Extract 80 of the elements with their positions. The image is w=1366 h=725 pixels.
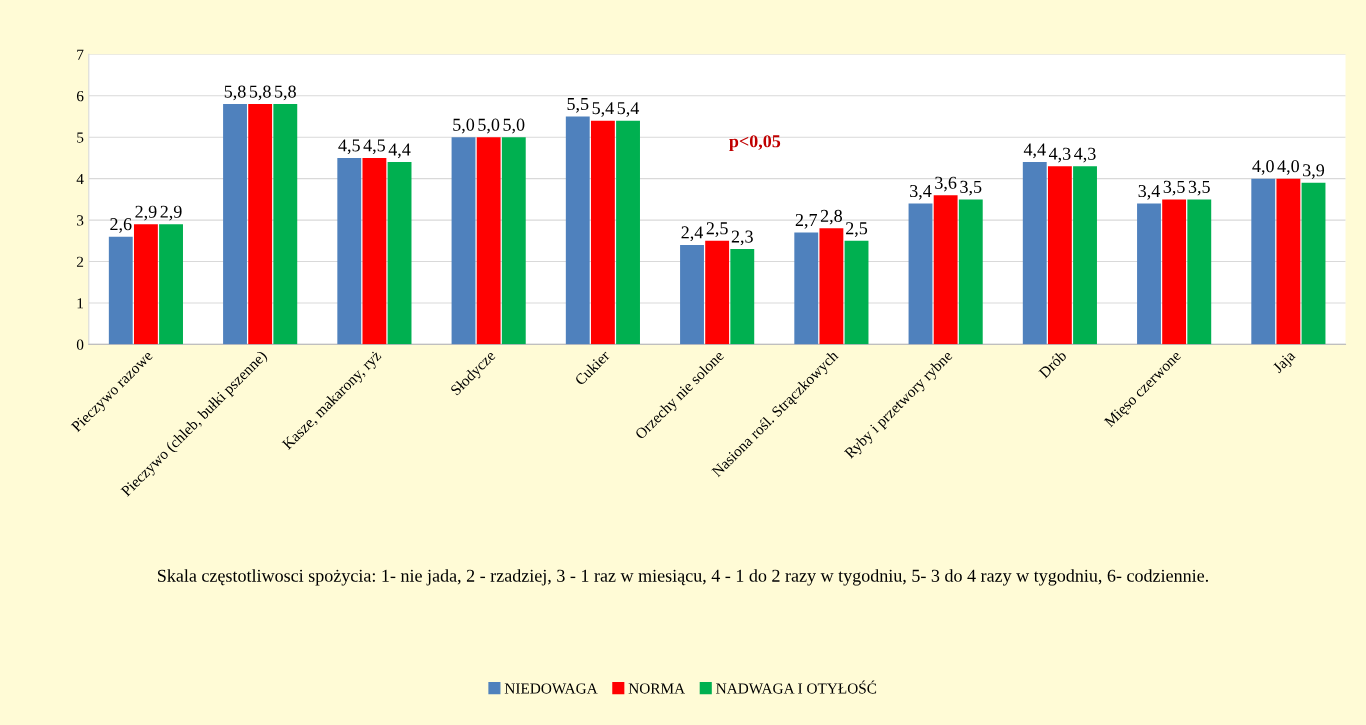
data-label: 2,7 <box>795 213 818 229</box>
y-tick-label: 3 <box>77 215 84 226</box>
data-label: 4,5 <box>338 139 360 155</box>
data-label: 4,0 <box>1277 160 1299 175</box>
data-label: 5,4 <box>592 102 614 117</box>
bar <box>1276 178 1301 345</box>
bar <box>337 157 362 345</box>
bar <box>1022 162 1047 345</box>
data-label: 5,4 <box>617 102 640 117</box>
bar <box>819 228 844 345</box>
data-label: 4,3 <box>1048 147 1071 163</box>
data-label: 5,8 <box>224 85 246 101</box>
data-label: 5,0 <box>503 118 525 134</box>
bar <box>1073 166 1097 345</box>
data-label: 5,5 <box>567 98 589 113</box>
bar <box>273 104 298 345</box>
bar <box>680 244 704 345</box>
y-tick-label: 2 <box>76 256 84 267</box>
bar <box>1251 178 1276 345</box>
bar <box>705 240 730 345</box>
bar <box>794 232 819 345</box>
data-label: 3,9 <box>1303 164 1325 179</box>
legend-label: NORMA <box>628 683 685 694</box>
bar <box>844 240 869 345</box>
data-label: 5,8 <box>249 85 271 101</box>
data-label: 3,5 <box>1188 180 1210 196</box>
bar <box>908 203 933 345</box>
data-label: 4,4 <box>388 143 411 159</box>
y-tick-label: 0 <box>76 339 84 350</box>
bar <box>223 104 247 345</box>
data-label: 2,9 <box>160 205 182 221</box>
x-tick-label: Jaja <box>1272 349 1299 376</box>
data-label: 3,4 <box>910 184 932 200</box>
bar <box>1187 199 1212 345</box>
legend-label: NADWAGA I OTYŁOŚĆ <box>716 680 877 694</box>
bar <box>133 224 158 345</box>
data-label: 4,4 <box>1023 143 1046 159</box>
bar <box>590 120 615 345</box>
data-label: 2,4 <box>681 226 704 242</box>
data-label: 2,8 <box>820 209 842 225</box>
bar <box>730 249 755 345</box>
data-label: 4,5 <box>363 139 385 155</box>
y-tick-label: 7 <box>77 49 84 60</box>
bar <box>1301 182 1326 345</box>
data-label: 2,5 <box>846 222 868 237</box>
data-label: 3,5 <box>960 180 982 196</box>
y-tick-label: 5 <box>77 132 84 143</box>
data-label: 2,9 <box>135 205 157 221</box>
bar <box>451 137 476 345</box>
bar <box>1047 166 1072 345</box>
legend-label: NIEDOWAGA <box>504 683 598 694</box>
bar <box>362 157 387 345</box>
bar <box>476 137 501 345</box>
annotation: p<0,05 <box>729 135 781 152</box>
bar <box>958 199 983 345</box>
bar <box>108 236 133 345</box>
data-label: 5,0 <box>478 118 500 134</box>
bar <box>616 120 640 345</box>
data-label: 2,5 <box>706 222 728 237</box>
data-label: 3,6 <box>935 176 957 192</box>
bar <box>387 162 412 345</box>
y-tick-label: 6 <box>76 90 84 102</box>
bar <box>565 116 590 345</box>
bar <box>501 137 526 345</box>
data-label: 3,4 <box>1138 184 1161 200</box>
bar <box>248 104 273 345</box>
text: Skala częstotliwosci spożycia: 1- nie jada, 2 - rzadziej, 3 - 1 raz w miesiącu, 4 - 1 do 2 razy w tygodniu, 5- 3 do 4 razy w tygodniu, 6- codziennie. <box>157 569 1209 586</box>
bar <box>1137 203 1161 345</box>
data-label: 2,3 <box>731 230 753 246</box>
data-label: 5,0 <box>453 118 475 134</box>
y-tick-label: 1 <box>77 298 84 309</box>
data-label: 4,0 <box>1252 160 1274 175</box>
bar <box>1162 199 1187 345</box>
y-tick-label: 4 <box>76 173 84 184</box>
data-label: 5,8 <box>275 85 296 101</box>
data-label: 4,3 <box>1074 147 1096 163</box>
bar <box>159 224 183 345</box>
data-label: 3,5 <box>1163 180 1185 196</box>
data-label: 2,6 <box>110 218 132 233</box>
bar <box>933 195 958 345</box>
